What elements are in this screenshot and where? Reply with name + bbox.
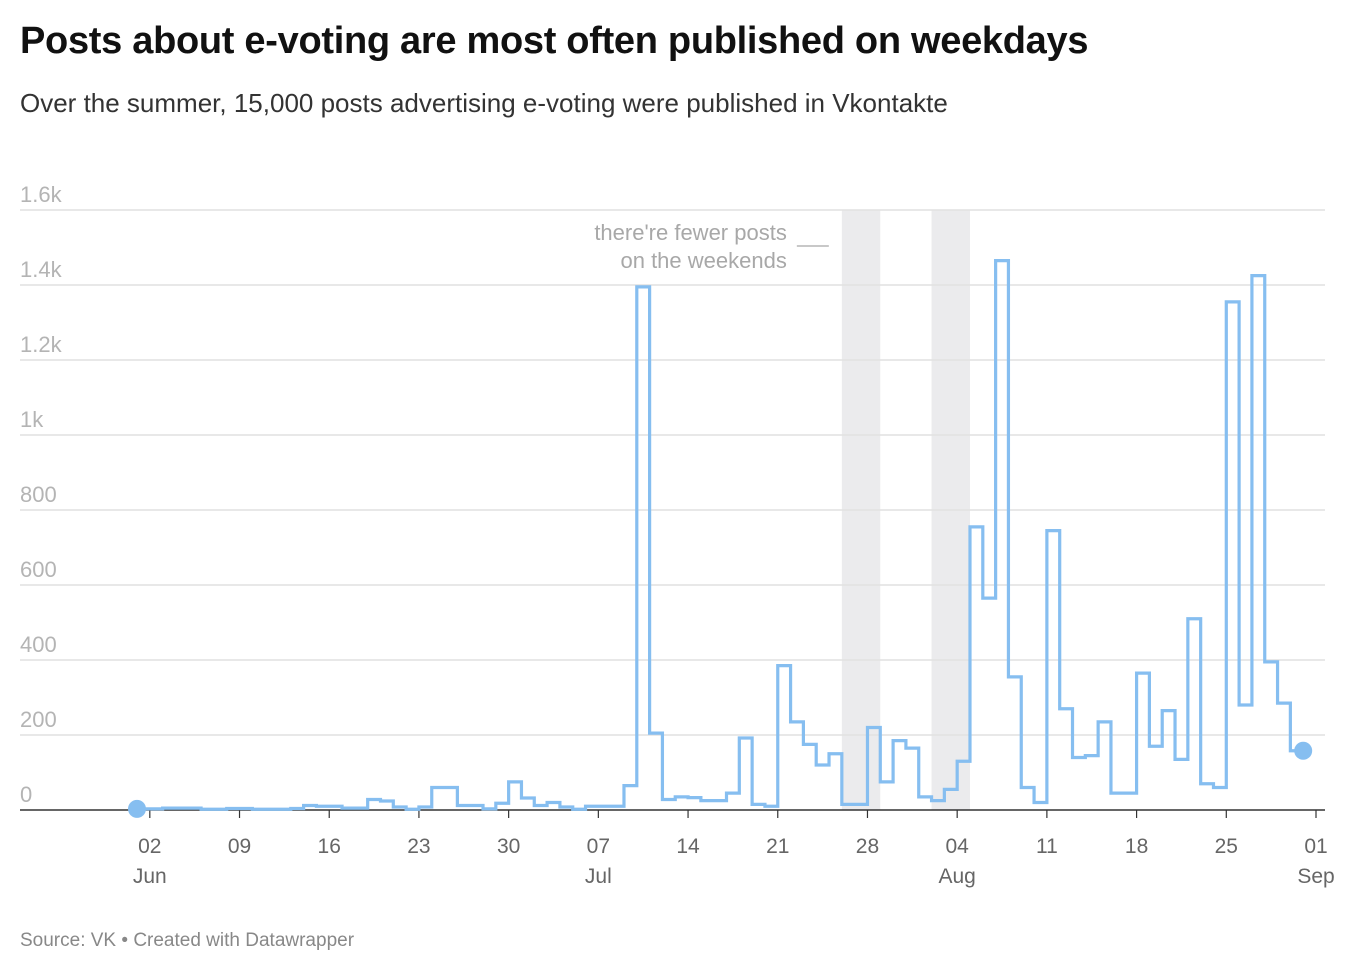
x-tick-label-7: 21 (766, 835, 789, 858)
x-tick-label-13: 01 (1304, 835, 1327, 858)
y-tick-label-4: 800 (20, 482, 57, 507)
chart-subtitle: Over the summer, 15,000 posts advertisin… (20, 88, 948, 118)
x-tick-label-12: 25 (1215, 835, 1238, 858)
annotation-line-1: on the weekends (620, 248, 786, 273)
x-tick-label-6: 14 (676, 835, 700, 858)
x-tick-label-0: 02 (138, 835, 161, 858)
x-month-label-9: Aug (938, 865, 975, 888)
x-month-label-13: Sep (1297, 865, 1334, 888)
y-tick-label-0: 0 (20, 782, 32, 807)
series-line-0 (137, 259, 1304, 811)
y-axis-ticks: 0 200 400 600 800 1k 1.2k 1.4k 1.6k (20, 182, 63, 807)
x-month-label-5: Jul (585, 865, 612, 888)
source-note: Source: VK • Created with Datawrapper (20, 930, 355, 951)
x-axis: 02 Jun 09 16 23 30 07 Jul 14 21 28 04 Aug 11 18 25 01 Sep (20, 809, 1335, 888)
y-tick-label-1: 200 (20, 707, 57, 732)
y-tick-label-2: 400 (20, 632, 57, 657)
annotation-line-0: there're fewer posts (594, 220, 787, 245)
chart-title: Posts about e-voting are most often publ… (20, 20, 1089, 62)
x-tick-label-5: 07 (587, 835, 610, 858)
y-tick-label-6: 1.2k (20, 332, 63, 357)
x-tick-label-4: 30 (497, 835, 520, 858)
y-tick-label-3: 600 (20, 557, 57, 582)
x-tick-label-9: 04 (945, 835, 969, 858)
x-tick-label-11: 18 (1125, 835, 1148, 858)
x-tick-label-8: 28 (856, 835, 879, 858)
grid-lines (20, 209, 1325, 736)
y-tick-label-8: 1.6k (20, 182, 63, 207)
end-marker (1294, 741, 1313, 760)
x-tick-label-2: 16 (318, 835, 341, 858)
annotation: there're fewer posts on the weekends (594, 220, 829, 273)
y-tick-label-5: 1k (20, 407, 44, 432)
x-tick-label-10: 11 (1036, 835, 1058, 858)
x-month-label-0: Jun (133, 865, 167, 888)
x-tick-label-3: 23 (407, 835, 430, 858)
series-layer (128, 259, 1313, 818)
start-marker (128, 799, 146, 818)
x-tick-label-1: 09 (228, 835, 251, 858)
y-tick-label-7: 1.4k (20, 257, 63, 282)
